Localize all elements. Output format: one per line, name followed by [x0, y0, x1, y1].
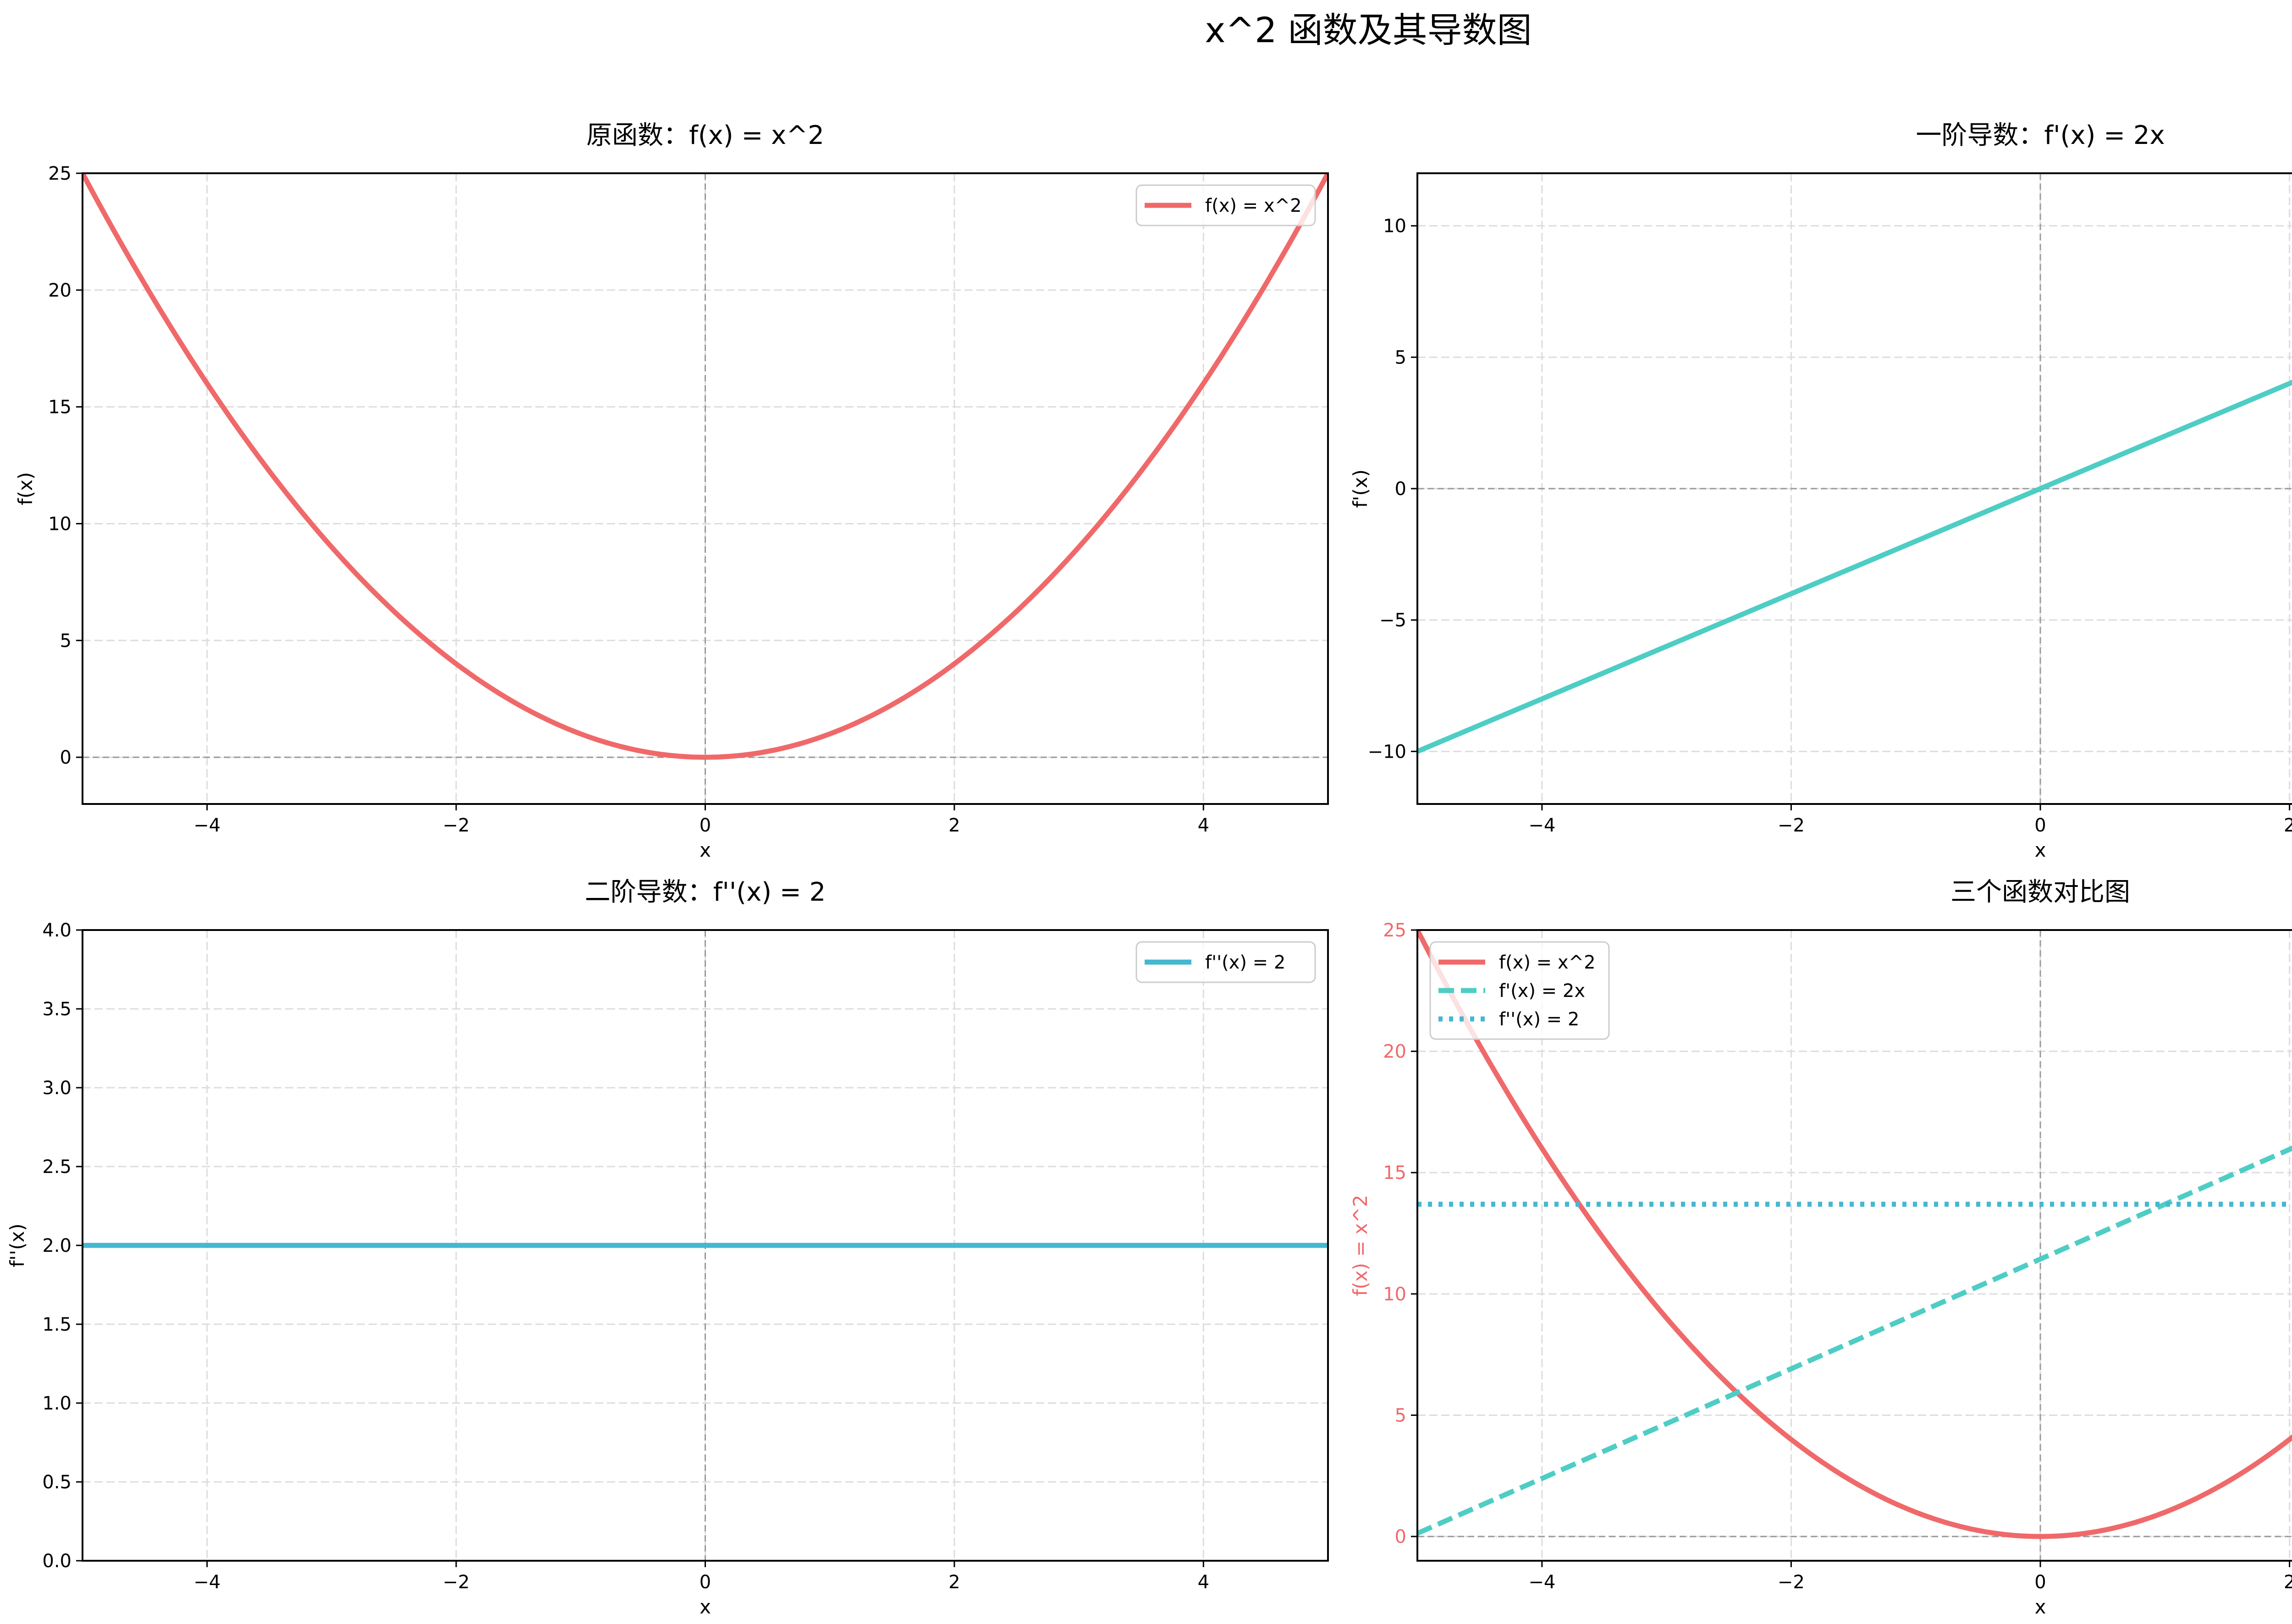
series-line [1417, 380, 2292, 754]
x-tick-label: 0 [2034, 815, 2046, 836]
y-tick-label: 25 [48, 163, 72, 184]
x-tick-label: −4 [193, 815, 220, 836]
panel-title: 原函数：f(x) = x^2 [586, 121, 824, 150]
y-axis-label: f(x) = x^2 [1349, 1195, 1372, 1296]
legend-label: f''(x) = 2 [1499, 1009, 1579, 1030]
zero-reference-lines [1417, 930, 2292, 1561]
y-tick-label: 10 [1383, 216, 1406, 237]
series-group [1417, 380, 2292, 754]
x-tick-label: 0 [700, 815, 711, 836]
x-axis-ticks: −4 −2 0 2 4 [193, 1561, 1209, 1593]
y-tick-label: 5 [1395, 1405, 1406, 1426]
y-tick-label: 2.5 [42, 1156, 72, 1178]
y-tick-label: 0 [60, 747, 72, 768]
x-tick-label: 2 [2284, 1572, 2292, 1593]
zero-reference-lines [83, 173, 1328, 804]
x-tick-label: 2 [948, 1572, 960, 1593]
y-tick-label: 25 [1383, 920, 1406, 941]
x-axis-label: x [700, 1596, 711, 1618]
y-tick-label: 20 [48, 280, 72, 301]
series-line [1417, 930, 2292, 1539]
series-line [1417, 1145, 2292, 1536]
y-axis-label: f(x) [14, 472, 37, 505]
y-tick-label: 0.5 [42, 1472, 72, 1493]
y-tick-label: −5 [1379, 610, 1406, 631]
y-tick-label: 5 [60, 630, 72, 651]
x-axis-ticks: −4 −2 0 2 4 [193, 804, 1209, 836]
panel-title: 二阶导数：f''(x) = 2 [585, 877, 826, 907]
x-tick-label: 0 [700, 1572, 711, 1593]
x-tick-label: −4 [193, 1572, 220, 1593]
y-tick-label: 2.0 [42, 1235, 72, 1256]
panel-title: 一阶导数：f'(x) = 2x [1916, 121, 2165, 150]
y-tick-label: 20 [1383, 1041, 1406, 1062]
y-axis-ticks: 0.0 0.5 1.0 1.5 2.0 2.5 3.0 3.5 4.0 [42, 920, 83, 1572]
series-group [1417, 930, 2292, 1539]
x-axis-label: x [700, 839, 711, 861]
legend-label: f(x) = x^2 [1205, 195, 1302, 216]
y-tick-label: 3.5 [42, 999, 72, 1020]
legend-label: f''(x) = 2 [1205, 952, 1285, 973]
y-tick-label: 0 [1395, 479, 1406, 500]
y-tick-label: 15 [1383, 1162, 1406, 1184]
y-axis-ticks: −10 −5 0 5 10 [1368, 216, 1417, 762]
x-axis-label: x [2035, 839, 2046, 861]
y-tick-label: 3.0 [42, 1078, 72, 1099]
y-axis-label: f''(x) [6, 1223, 28, 1267]
y-tick-label: 4.0 [42, 920, 72, 941]
legend-label: f(x) = x^2 [1499, 952, 1596, 973]
legend: f(x) = x^2 [1135, 184, 1316, 226]
x-tick-label: 2 [948, 815, 960, 836]
y-tick-label: 10 [48, 513, 72, 534]
x-tick-label: 2 [2284, 815, 2292, 836]
y-tick-label: 10 [1383, 1284, 1406, 1305]
x-tick-label: −2 [1778, 1572, 1805, 1593]
panel-original-function: −4 −2 0 2 4 x 0 5 10 15 20 25 f(x) 原函数：f(x) = x^2 f(x)… [14, 121, 1329, 861]
x-tick-label: −4 [1528, 1572, 1555, 1593]
y-tick-label: 0.0 [42, 1551, 72, 1572]
panel-title: 三个函数对比图 [1950, 877, 2130, 907]
y-axis-ticks: 0 5 10 15 20 25 [1383, 920, 1417, 1547]
x-tick-label: −4 [1528, 815, 1555, 836]
y-axis-label: f'(x) [1349, 469, 1372, 508]
series-line [83, 173, 1328, 760]
panel-second-derivative: −4 −2 0 2 4 x 0.0 0.5 1.0 1.5 2.0 2.5 3.0 3.5 4.0 f''(x… [6, 877, 1329, 1618]
x-tick-label: −2 [443, 815, 470, 836]
y-tick-label: 0 [1395, 1526, 1406, 1547]
y-tick-label: 1.0 [42, 1393, 72, 1414]
x-tick-label: 4 [1198, 815, 1209, 836]
y-axis-ticks: 0 5 10 15 20 25 [48, 163, 83, 768]
x-tick-label: 0 [2034, 1572, 2046, 1593]
x-tick-label: −2 [1778, 815, 1805, 836]
x-tick-label: 4 [1198, 1572, 1209, 1593]
y-tick-label: 5 [1395, 347, 1406, 368]
x-tick-label: −2 [443, 1572, 470, 1593]
legend: f(x) = x^2 f'(x) = 2x f''(x) = 2 [1429, 941, 1610, 1040]
legend: f''(x) = 2 [1135, 941, 1316, 983]
y-tick-label: 15 [48, 397, 72, 418]
y-tick-label: 1.5 [42, 1314, 72, 1335]
x-axis-label: x [2035, 1596, 2046, 1618]
legend-label: f'(x) = 2x [1499, 980, 1585, 1002]
y-tick-label: −10 [1368, 741, 1406, 762]
series-group [83, 173, 1328, 760]
figure-title: x^2 函数及其导数图 [1205, 10, 1532, 50]
